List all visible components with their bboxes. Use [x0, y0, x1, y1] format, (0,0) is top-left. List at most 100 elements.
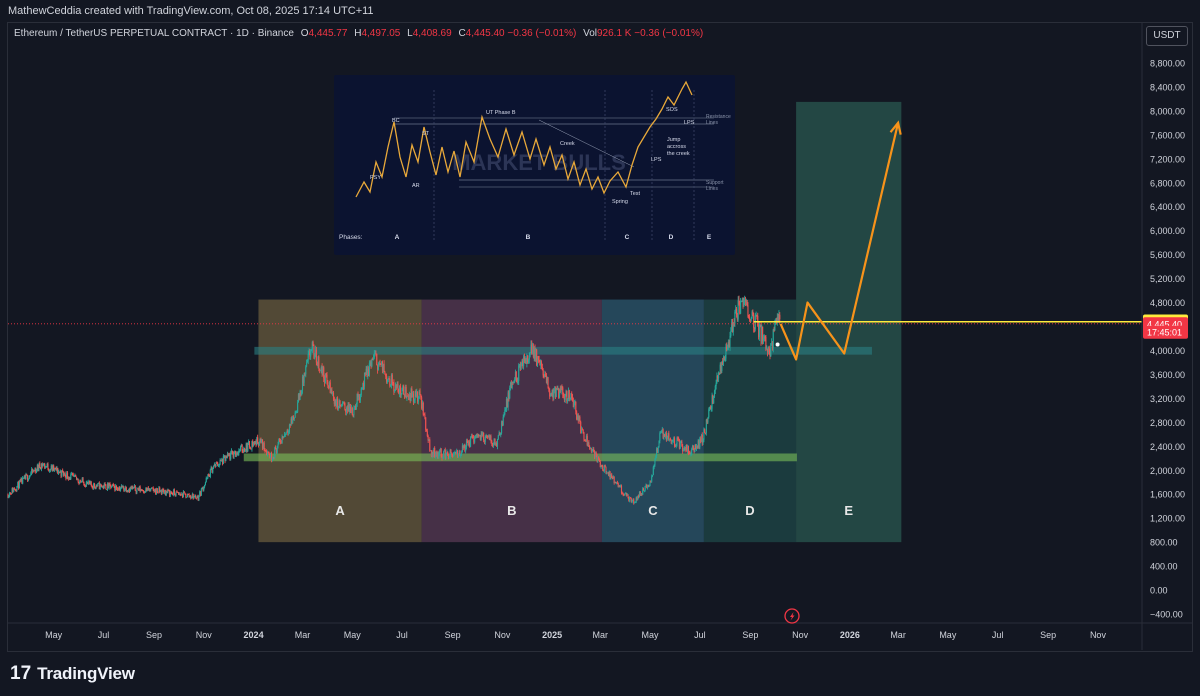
- candle-body: [533, 348, 535, 358]
- candle-body: [9, 492, 11, 494]
- candle-body: [346, 407, 348, 413]
- candle-body: [488, 435, 490, 440]
- candle-body: [233, 453, 235, 457]
- candle-body: [102, 485, 105, 488]
- candle-body: [155, 488, 158, 494]
- candle-body: [398, 391, 400, 394]
- symbol-name[interactable]: Ethereum / TetherUS PERPETUAL CONTRACT ·…: [14, 28, 294, 39]
- candle-body: [614, 481, 616, 483]
- candle-body: [455, 452, 457, 455]
- candle-body: [255, 441, 257, 446]
- candle-body: [770, 343, 772, 357]
- candle-body: [167, 489, 169, 493]
- candle-body: [652, 467, 654, 476]
- candle-body: [445, 453, 447, 458]
- tradingview-logo-icon[interactable]: 17: [10, 663, 32, 684]
- candle-body: [282, 436, 284, 438]
- candle-body: [527, 359, 530, 363]
- candle-body: [350, 408, 353, 413]
- candle-body: [186, 494, 189, 498]
- candle-body: [183, 491, 185, 494]
- candle-body: [97, 483, 99, 487]
- candle-body: [472, 437, 474, 439]
- candle-body: [538, 359, 540, 361]
- candle-body: [767, 346, 769, 353]
- candle-body: [359, 395, 361, 400]
- candle-body: [12, 488, 14, 492]
- candle-body: [627, 494, 629, 498]
- candle-body: [171, 492, 173, 494]
- candle-body: [608, 471, 610, 475]
- candle-body: [330, 390, 332, 394]
- candle-body: [266, 451, 268, 455]
- candle-body: [37, 464, 39, 470]
- candle-body: [80, 481, 82, 483]
- candle-body: [644, 486, 646, 491]
- inset-label-lps-1: LPS: [651, 157, 662, 163]
- candle-body: [177, 492, 180, 494]
- candle-body: [628, 497, 630, 501]
- candle-body: [777, 317, 779, 320]
- candle-body: [452, 454, 454, 457]
- candle-body: [181, 493, 183, 496]
- candle-body: [213, 466, 215, 468]
- candle-body: [306, 360, 308, 363]
- candle-body: [463, 444, 465, 448]
- inset-label-psy: PSY: [370, 175, 381, 181]
- candle-body: [343, 402, 345, 403]
- candle-body: [26, 474, 28, 476]
- candle-body: [117, 489, 119, 491]
- candle-body: [364, 372, 366, 375]
- candle-body: [109, 483, 111, 485]
- candle-body: [394, 384, 397, 391]
- candle-body: [377, 364, 379, 370]
- candle-body: [125, 487, 127, 492]
- candle-body: [667, 433, 669, 438]
- candle-body: [152, 487, 154, 490]
- candle-body: [572, 400, 574, 408]
- candle-body: [760, 324, 762, 342]
- candle-body: [675, 444, 677, 447]
- candle-body: [112, 484, 114, 486]
- candle-body: [40, 463, 42, 470]
- x-tick-label: Nov: [494, 630, 511, 640]
- candle-body: [162, 489, 164, 491]
- candle-body: [170, 491, 172, 493]
- candle-body: [669, 438, 672, 441]
- candle-body: [129, 489, 131, 492]
- inset-price-path: [355, 80, 693, 198]
- candle-body: [676, 437, 678, 445]
- candle-body: [609, 471, 611, 480]
- candle-body: [349, 406, 351, 412]
- candle-body: [620, 485, 623, 494]
- candles: [7, 295, 781, 505]
- candle-body: [753, 327, 756, 330]
- candle-body: [63, 472, 65, 475]
- phase-box-c: [601, 299, 704, 543]
- candle-body: [660, 431, 663, 432]
- tradingview-brand[interactable]: TradingView: [37, 664, 135, 683]
- candle-body: [719, 364, 721, 375]
- candle-body: [709, 407, 711, 410]
- candle-body: [543, 375, 545, 378]
- candle-body: [568, 390, 570, 399]
- candle-body: [471, 435, 473, 438]
- candle-body: [70, 474, 72, 479]
- candle-body: [292, 417, 294, 424]
- candle-body: [520, 362, 522, 370]
- candle-body: [558, 388, 561, 398]
- candle-body: [439, 448, 441, 452]
- candle-body: [222, 456, 224, 464]
- open-value: 4,445.77: [308, 28, 348, 39]
- candle-body: [624, 493, 626, 496]
- candle-body: [85, 482, 87, 487]
- candle-body: [513, 382, 515, 384]
- candle-body: [21, 478, 23, 484]
- currency-button[interactable]: USDT: [1146, 26, 1188, 46]
- candle-body: [368, 363, 370, 376]
- candle-body: [423, 414, 425, 416]
- candle-body: [378, 363, 380, 365]
- y-tick-label: 5,600.00: [1150, 250, 1185, 260]
- candle-body: [661, 429, 663, 432]
